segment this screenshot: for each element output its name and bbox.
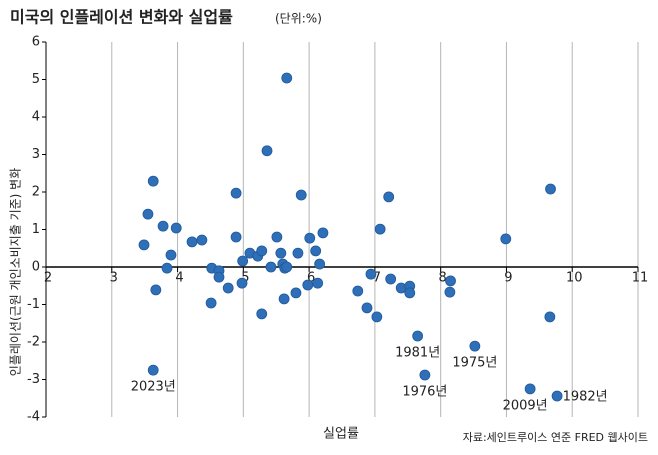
- scatter-point: [317, 227, 329, 239]
- y-tick-label: -2: [27, 335, 40, 350]
- scatter-point: [256, 308, 268, 320]
- scatter-point: [371, 311, 383, 323]
- scatter-point: [445, 275, 456, 287]
- scatter-point: [383, 191, 395, 203]
- scatter-point: [213, 271, 225, 283]
- scatter-point: [500, 233, 512, 245]
- scatter-point: [278, 293, 290, 305]
- x-tick-label: 11: [632, 271, 649, 286]
- scatter-point: [444, 286, 456, 298]
- scatter-point: [292, 247, 304, 259]
- point-label: 1976년: [402, 385, 447, 400]
- scatter-point: [237, 255, 249, 267]
- scatter-point: [551, 390, 563, 402]
- scatter-point: [310, 245, 322, 257]
- x-tick-label: 6: [307, 271, 315, 286]
- scatter-point: [265, 261, 277, 273]
- y-tick-label: 5: [32, 72, 40, 87]
- y-tick-label: 4: [32, 110, 40, 125]
- scatter-point: [256, 245, 268, 257]
- y-tick-label: -3: [27, 372, 40, 387]
- scatter-point: [412, 330, 424, 342]
- x-tick-label: 4: [175, 271, 183, 286]
- y-tick-label: 3: [32, 147, 40, 162]
- scatter-point: [157, 220, 169, 232]
- scatter-point: [545, 183, 556, 195]
- x-tick-label: 3: [110, 271, 118, 286]
- scatter-point: [275, 247, 287, 259]
- scatter-point: [352, 285, 364, 297]
- x-tick-label: 8: [439, 271, 447, 286]
- scatter-point: [261, 145, 273, 157]
- scatter-point: [186, 236, 198, 248]
- source: 자료:세인트루이스 연준 FRED 웹사이트: [463, 431, 648, 444]
- x-tick-label: 7: [373, 271, 381, 286]
- y-tick-label: 2: [32, 185, 40, 200]
- scatter-point: [271, 231, 283, 243]
- y-tick-label: 1: [32, 222, 40, 237]
- scatter-point: [165, 249, 177, 261]
- x-tick-label: 9: [504, 271, 512, 286]
- y-axis-label: 인플레이션(근원 개인소비지출 기준) 변화: [9, 168, 23, 377]
- y-tick-label: 6: [32, 35, 40, 50]
- scatter-point: [524, 383, 536, 395]
- scatter-point: [304, 232, 316, 244]
- scatter-point: [150, 284, 162, 296]
- scatter-point: [230, 187, 242, 199]
- x-axis-label: 실업률: [323, 427, 359, 442]
- scatter-point: [404, 287, 416, 299]
- scatter-point: [295, 189, 307, 201]
- y-tick-label: -1: [27, 297, 40, 312]
- scatter-point: [374, 223, 386, 235]
- point-label: 2009년: [503, 398, 548, 413]
- point-label: 1982년: [563, 390, 608, 405]
- scatter-point: [138, 239, 150, 251]
- scatter-point: [147, 175, 159, 187]
- scatter-point: [290, 287, 302, 299]
- x-tick-label: 2: [44, 271, 52, 286]
- scatter-point: [281, 72, 293, 84]
- scatter-point: [314, 258, 326, 270]
- scatter-point: [205, 297, 217, 309]
- scatter-point: [312, 277, 324, 289]
- scatter-point: [196, 234, 208, 246]
- x-tick-label: 10: [566, 271, 583, 286]
- scatter-point: [222, 282, 234, 294]
- scatter-point: [281, 261, 293, 273]
- scatter-point: [142, 208, 154, 220]
- x-tick-label: 5: [241, 271, 249, 286]
- y-tick-label: 0: [32, 260, 40, 275]
- scatter-point: [544, 311, 556, 323]
- point-label: 1975년: [452, 356, 497, 371]
- scatter-point: [161, 262, 173, 274]
- scatter-point: [236, 277, 248, 289]
- scatter-point: [170, 222, 182, 234]
- scatter-point: [361, 302, 373, 314]
- scatter-point: [302, 279, 314, 291]
- chart-title: 미국의 인플레이션 변화와 실업률: [10, 8, 233, 27]
- scatter-point: [365, 268, 377, 280]
- scatter-point: [385, 273, 397, 285]
- scatter-point: [147, 364, 159, 376]
- point-label: 2023년: [131, 380, 176, 395]
- scatter-point: [419, 369, 431, 381]
- chart-subtitle: (단위:%): [275, 12, 322, 26]
- point-label: 1981년: [395, 346, 440, 361]
- y-tick-label: -4: [27, 410, 40, 425]
- scatter-point: [230, 231, 242, 243]
- scatter-point: [469, 340, 481, 352]
